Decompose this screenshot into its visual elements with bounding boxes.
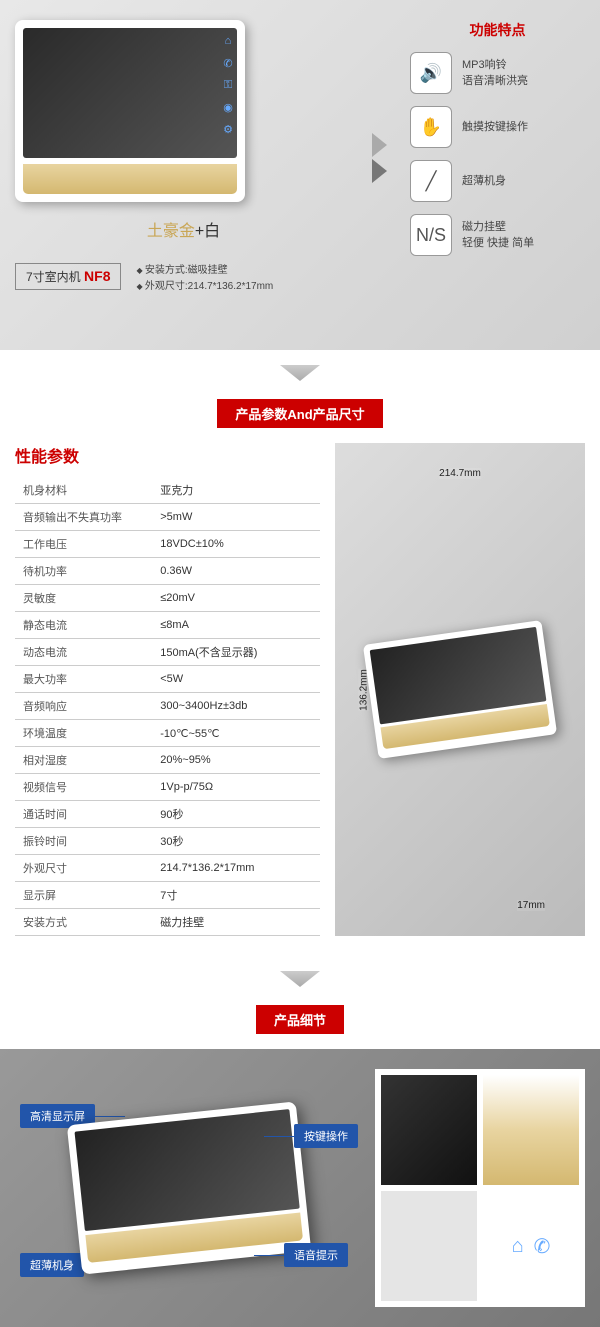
spec-table: 性能参数 机身材料亚克力音频输出不失真功率>5mW工作电压18VDC±10%待机…: [15, 443, 320, 936]
spec-row: 音频输出不失真功率>5mW: [15, 504, 320, 531]
spec-header: 性能参数: [15, 443, 320, 467]
touch-icons-strip: ⌂✆⚿◉⚙: [221, 35, 235, 137]
feature-text: 触摸按键操作: [462, 119, 528, 136]
features-panel: 功能特点 🔊 MP3响铃语音清晰洪亮 ✋ 触摸按键操作 ╱ 超薄机身 N/S 磁力挂壁轻便 快…: [410, 20, 585, 295]
spec-value: 300~3400Hz±3db: [152, 693, 320, 720]
section-divider: [0, 350, 600, 399]
spec-key: 灵敏度: [15, 585, 152, 612]
spec-row: 外观尺寸214.7*136.2*17mm: [15, 855, 320, 882]
feature-item: ╱ 超薄机身: [410, 160, 585, 202]
spec-value: 20%~95%: [152, 747, 320, 774]
spec-key: 通话时间: [15, 801, 152, 828]
spec-value: >5mW: [152, 504, 320, 531]
section-divider: [0, 956, 600, 1005]
spec-row: 待机功率0.36W: [15, 558, 320, 585]
spec-key: 振铃时间: [15, 828, 152, 855]
spec-row: 静态电流≤8mA: [15, 612, 320, 639]
features-title: 功能特点: [410, 20, 585, 40]
specs-section: 性能参数 机身材料亚克力音频输出不失真功率>5mW工作电压18VDC±10%待机…: [0, 443, 600, 956]
spec-value: ≤20mV: [152, 585, 320, 612]
spec-key: 外观尺寸: [15, 855, 152, 882]
feature-icon: ╱: [410, 160, 452, 202]
feature-item: ✋ 触摸按键操作: [410, 106, 585, 148]
spec-key: 静态电流: [15, 612, 152, 639]
spec-key: 待机功率: [15, 558, 152, 585]
spec-value: -10℃~55℃: [152, 720, 320, 747]
callout-slim: 超薄机身: [20, 1253, 84, 1277]
product-showcase: ⌂✆⚿◉⚙ 土豪金+白 7寸室内机 NF8 安装方式:磁吸挂壁外观尺寸:214.…: [15, 20, 352, 295]
feature-text: 磁力挂壁轻便 快捷 简单: [462, 219, 534, 252]
spec-value: 亚克力: [152, 477, 320, 504]
spec-row: 振铃时间30秒: [15, 828, 320, 855]
section3-title: 产品细节: [256, 1005, 344, 1034]
feature-text: 超薄机身: [462, 173, 506, 190]
hero-section: ⌂✆⚿◉⚙ 土豪金+白 7寸室内机 NF8 安装方式:磁吸挂壁外观尺寸:214.…: [0, 0, 600, 350]
spec-value: ≤8mA: [152, 612, 320, 639]
spec-value: 18VDC±10%: [152, 531, 320, 558]
spec-value: <5W: [152, 666, 320, 693]
spec-value: 1Vp-p/75Ω: [152, 774, 320, 801]
mini-spec-item: 外观尺寸:214.7*136.2*17mm: [136, 279, 273, 295]
device-mockup: ⌂✆⚿◉⚙: [15, 20, 245, 202]
spec-key: 安装方式: [15, 909, 152, 936]
callout-buttons: 按键操作: [294, 1124, 358, 1148]
color-label: 土豪金+白: [15, 217, 352, 241]
detail-callouts: 高清显示屏 超薄机身 按键操作 语音提示: [15, 1069, 363, 1307]
spec-key: 显示屏: [15, 882, 152, 909]
spec-key: 工作电压: [15, 531, 152, 558]
spec-key: 相对湿度: [15, 747, 152, 774]
mini-spec-item: 安装方式:磁吸挂壁: [136, 263, 273, 279]
spec-row: 机身材料亚克力: [15, 477, 320, 504]
spec-key: 动态电流: [15, 639, 152, 666]
dimensions-diagram: 214.7mm 136.2mm 17mm: [335, 443, 585, 936]
spec-row: 相对湿度20%~95%: [15, 747, 320, 774]
spec-row: 音频响应300~3400Hz±3db: [15, 693, 320, 720]
feature-item: N/S 磁力挂壁轻便 快捷 简单: [410, 214, 585, 256]
feature-item: 🔊 MP3响铃语音清晰洪亮: [410, 52, 585, 94]
spec-value: 150mA(不含显示器): [152, 639, 320, 666]
spec-value: 214.7*136.2*17mm: [152, 855, 320, 882]
detail-grid: ⌂✆: [375, 1069, 585, 1307]
spec-row: 环境温度-10℃~55℃: [15, 720, 320, 747]
spec-row: 工作电压18VDC±10%: [15, 531, 320, 558]
spec-row: 最大功率<5W: [15, 666, 320, 693]
detail-cell-screen: [381, 1075, 477, 1185]
spec-value: 磁力挂壁: [152, 909, 320, 936]
spec-value: 0.36W: [152, 558, 320, 585]
spec-key: 机身材料: [15, 477, 152, 504]
details-section: 高清显示屏 超薄机身 按键操作 语音提示 ⌂✆: [0, 1049, 600, 1327]
detail-cell-back: [381, 1191, 477, 1301]
spec-key: 视频信号: [15, 774, 152, 801]
spec-key: 最大功率: [15, 666, 152, 693]
spec-row: 灵敏度≤20mV: [15, 585, 320, 612]
spec-key: 音频输出不失真功率: [15, 504, 152, 531]
feature-icon: N/S: [410, 214, 452, 256]
spec-row: 视频信号1Vp-p/75Ω: [15, 774, 320, 801]
spec-value: 7寸: [152, 882, 320, 909]
feature-icon: 🔊: [410, 52, 452, 94]
mini-specs: 安装方式:磁吸挂壁外观尺寸:214.7*136.2*17mm: [136, 263, 273, 295]
detail-cell-icons: ⌂✆: [483, 1191, 579, 1301]
spec-key: 环境温度: [15, 720, 152, 747]
feature-icon: ✋: [410, 106, 452, 148]
detail-cell-body: [483, 1075, 579, 1185]
arrow-right-icon: [372, 131, 390, 185]
spec-row: 动态电流150mA(不含显示器): [15, 639, 320, 666]
feature-text: MP3响铃语音清晰洪亮: [462, 57, 528, 90]
spec-row: 显示屏7寸: [15, 882, 320, 909]
spec-value: 90秒: [152, 801, 320, 828]
spec-row: 通话时间90秒: [15, 801, 320, 828]
model-badge: 7寸室内机 NF8: [15, 263, 121, 290]
spec-value: 30秒: [152, 828, 320, 855]
section2-title: 产品参数And产品尺寸: [217, 399, 382, 428]
callout-voice: 语音提示: [284, 1243, 348, 1267]
spec-row: 安装方式磁力挂壁: [15, 909, 320, 936]
spec-key: 音频响应: [15, 693, 152, 720]
